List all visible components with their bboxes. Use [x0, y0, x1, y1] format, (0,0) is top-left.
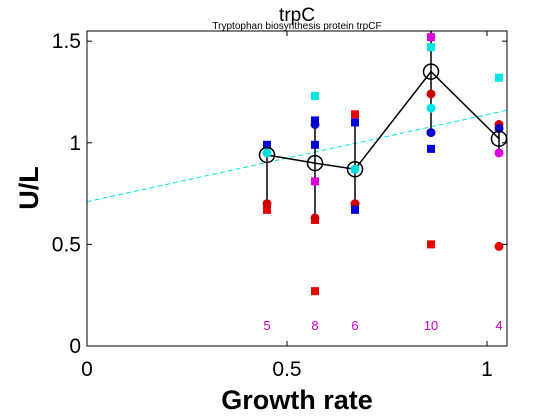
plot-area: [87, 31, 507, 346]
data-point: [495, 73, 503, 82]
count-label: 8: [311, 318, 318, 333]
y-tick-label: 0.5: [52, 233, 81, 256]
mean-marker: [258, 146, 276, 164]
data-point: [310, 213, 320, 223]
x-tick-label: 0.5: [272, 358, 301, 381]
data-point: [351, 205, 359, 214]
count-label: 5: [263, 318, 270, 333]
x-tick-label: 1: [481, 358, 493, 381]
y-tick-label: 1: [69, 132, 81, 155]
x-axis-title: Growth rate: [221, 385, 373, 415]
data-point: [311, 287, 319, 296]
data-point: [311, 92, 319, 101]
data-point: [311, 140, 319, 149]
data-point: [262, 199, 272, 209]
data-point: [310, 119, 320, 129]
data-point: [351, 110, 359, 119]
data-point: [494, 241, 504, 251]
y-axis-title: U/L: [14, 166, 44, 210]
data-point: [426, 89, 436, 99]
tick-layer: 0 0.5 100.511.5: [52, 30, 507, 381]
y-tick-label: 0: [69, 335, 81, 358]
data-point: [351, 118, 359, 127]
data-point: [426, 103, 436, 113]
mean-marker: [306, 154, 324, 172]
data-point: [427, 33, 435, 42]
data-point: [427, 43, 435, 52]
data-point-layer: [262, 33, 504, 296]
data-point: [494, 148, 504, 158]
x-tick-label: 0: [81, 358, 93, 381]
data-point: [263, 140, 271, 149]
y-tick-label: 1.5: [52, 30, 81, 53]
count-label: 4: [495, 318, 502, 333]
mean-marker: [422, 63, 440, 80]
count-label-layer: 5 8 6 10 4: [263, 318, 502, 333]
data-point: [426, 128, 436, 138]
data-point: [427, 144, 435, 153]
data-point: [350, 164, 360, 174]
count-label: 10: [424, 318, 438, 333]
mean-marker-layer: [258, 63, 508, 178]
chart-subtitle: Tryptophan biosynthesis protein trpCF: [212, 21, 381, 32]
plot-frame: [86, 30, 508, 347]
chart-title: trpC: [279, 5, 315, 26]
mean-marker: [346, 160, 364, 178]
data-point: [262, 148, 272, 158]
data-point: [427, 240, 435, 249]
count-label: 6: [351, 318, 358, 333]
data-point: [263, 205, 271, 214]
data-point: [311, 177, 319, 186]
